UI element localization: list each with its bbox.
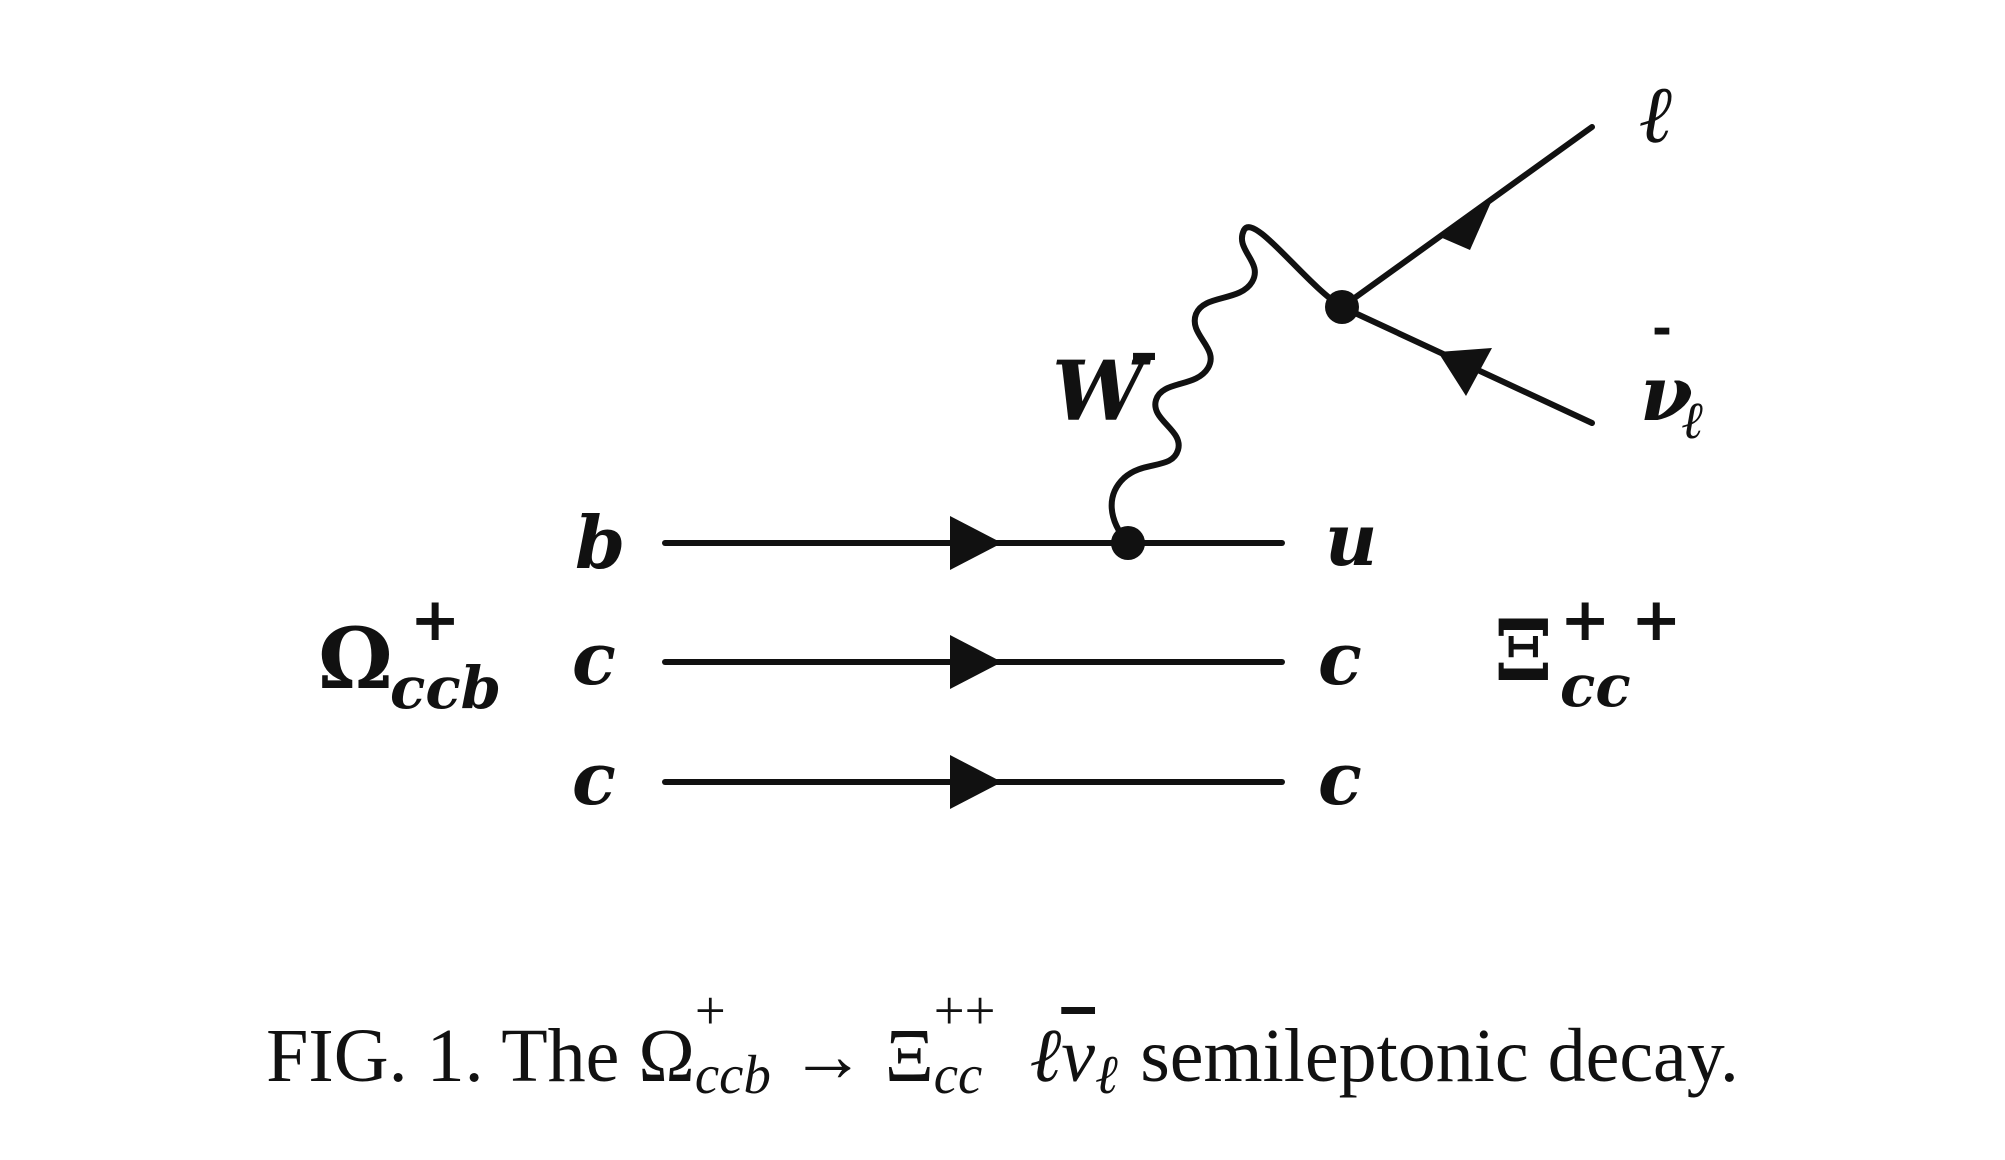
caption-arrow: → [789, 1014, 866, 1098]
caption-suffix: semileptonic decay. [1140, 1014, 1739, 1098]
quark-arrow-bottom [950, 755, 1002, 809]
caption-lepton: ℓ [1029, 1014, 1062, 1098]
initial-hadron-subscript: ccb [390, 654, 501, 722]
caption-omega-symbol: Ω [638, 1014, 695, 1098]
caption-omega-sup: + [694, 980, 726, 1042]
lepton-arrow [1440, 200, 1492, 250]
final-hadron-subscript: cc [1560, 652, 1631, 720]
antineutrino-bar: - [1652, 301, 1672, 357]
quark-arrow-top [950, 516, 1002, 570]
quark-in-label-2: c [572, 616, 616, 701]
quark-arrow-middle [950, 635, 1002, 689]
lepton-line [1339, 124, 1595, 310]
caption-the: The [501, 1014, 620, 1098]
w-boson-label: W [1052, 344, 1151, 440]
figure-caption: FIG. 1. TheΩccb+ccb → Ξ++++cc ℓνℓℓ semil… [0, 983, 2005, 1101]
antineutrino-arrow [1438, 348, 1492, 396]
vertex-w-leptons [1325, 290, 1359, 324]
caption-nu-scripts: ℓℓ [1095, 1018, 1121, 1101]
vertex-quark-w [1111, 526, 1145, 560]
final-hadron-superscript: + + [1560, 585, 1681, 655]
caption-xi-sup: ++ [933, 980, 996, 1042]
w-boson-line [1108, 224, 1345, 546]
caption-xi-sub: cc [933, 1044, 983, 1106]
caption-nu-sub: ℓ [1095, 1044, 1118, 1106]
initial-hadron-superscript: + [410, 585, 460, 655]
caption-nu: ν [1061, 1014, 1096, 1098]
antineutrino-subscript: ℓ [1682, 390, 1704, 451]
final-hadron-symbol: Ξ [1494, 601, 1553, 700]
quark-out-label-1: u [1325, 497, 1377, 582]
initial-hadron-symbol: Ω [318, 609, 393, 708]
caption-xi-symbol: Ξ [884, 1014, 934, 1098]
quark-in-label-3: c [572, 736, 616, 821]
quark-out-label-2: c [1318, 616, 1362, 701]
caption-omega-sub: ccb [694, 1044, 771, 1106]
antineutrino-label: ν [1640, 349, 1693, 438]
quark-in-label-1: b [575, 500, 625, 585]
caption-xi-scripts: ++++cc [934, 983, 996, 1101]
w-boson-superscript: – [1130, 321, 1158, 386]
quark-out-label-3: c [1318, 736, 1362, 821]
lepton-label: ℓ [1640, 67, 1674, 161]
caption-omega-scripts: ccb+ccb [695, 983, 771, 1101]
caption-prefix: FIG. 1. [266, 1014, 484, 1098]
